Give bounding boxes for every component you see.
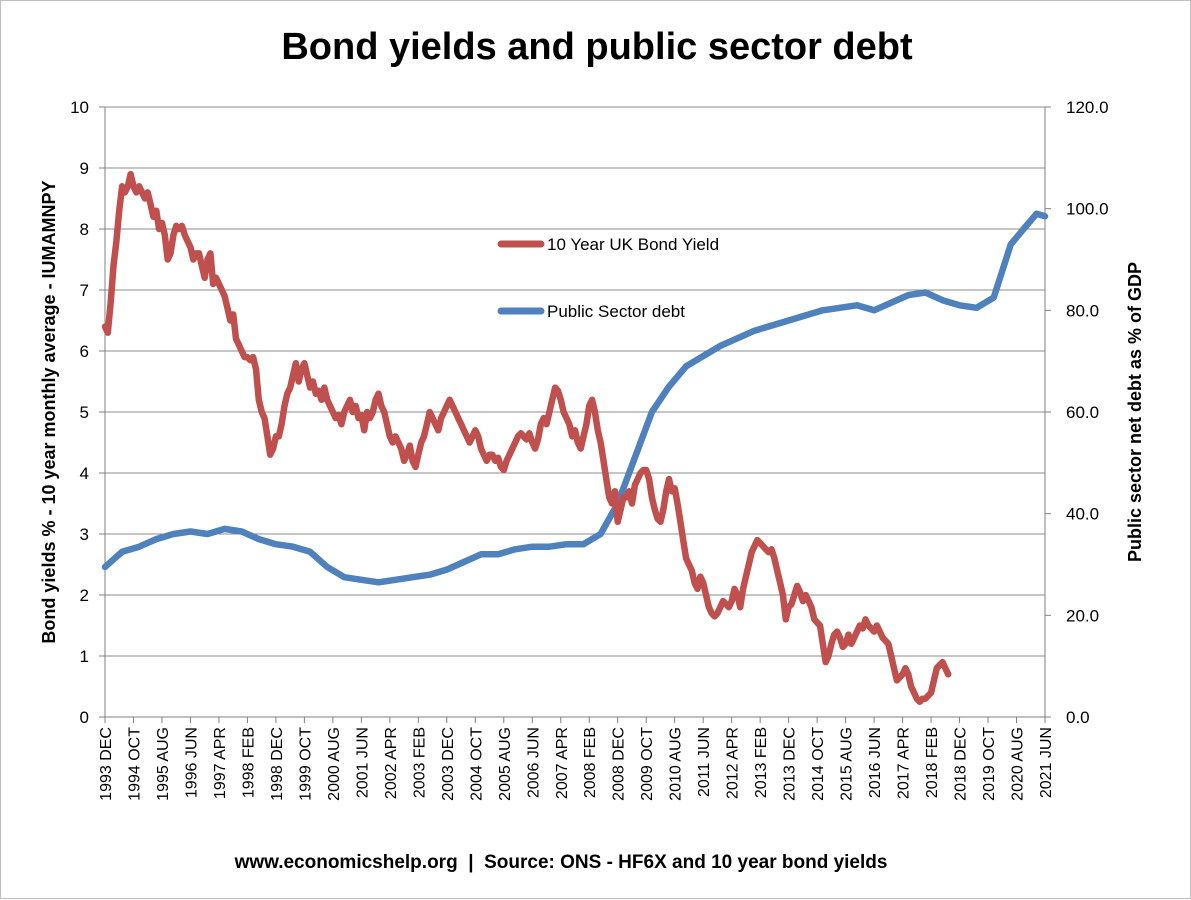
y-axis-ticks: 0 1 2 3 4 5 6 7 8 9 10 bbox=[70, 98, 105, 727]
x-tick-label: 2011 JUN bbox=[696, 727, 713, 797]
y2-tick-label: 20.0 bbox=[1066, 606, 1099, 625]
x-tick-label: 2018 FEB bbox=[924, 727, 941, 798]
x-tick-label: 1998 DEC bbox=[269, 727, 286, 801]
y-tick-label: 7 bbox=[80, 281, 89, 300]
y2-axis-label: Public sector net debt as % of GDP bbox=[1125, 262, 1145, 562]
x-tick-label: 1997 APR bbox=[212, 727, 229, 799]
y2-axis-ticks: 0.0 20.0 40.0 60.0 80.0 100.0 120.0 bbox=[1045, 98, 1109, 727]
y-tick-label: 0 bbox=[80, 708, 89, 727]
chart-title: Bond yields and public sector debt bbox=[281, 26, 913, 68]
legend-label-public-debt: Public Sector debt bbox=[547, 302, 685, 321]
x-tick-label: 2001 JUN bbox=[354, 727, 371, 798]
y-axis-label: Bond yields % - 10 year monthly average … bbox=[39, 180, 59, 643]
y-tick-label: 2 bbox=[80, 586, 89, 605]
x-tick-label: 2021 JUN bbox=[1038, 727, 1055, 798]
x-tick-label: 2012 APR bbox=[725, 727, 742, 799]
x-tick-label: 2020 AUG bbox=[1010, 727, 1027, 801]
x-tick-label: 2005 AUG bbox=[497, 727, 514, 801]
y2-tick-label: 80.0 bbox=[1066, 301, 1099, 320]
y-tick-label: 1 bbox=[80, 647, 89, 666]
y-tick-label: 4 bbox=[80, 464, 89, 483]
y2-tick-label: 100.0 bbox=[1066, 200, 1109, 219]
gridlines bbox=[105, 106, 1045, 657]
source-footer: www.economicshelp.org | Source: ONS - HF… bbox=[234, 852, 888, 873]
x-tick-label: 1993 DEC bbox=[98, 727, 115, 801]
x-tick-label: 2018 DEC bbox=[953, 727, 970, 801]
x-tick-label: 1999 OCT bbox=[297, 727, 314, 801]
y-tick-label: 8 bbox=[80, 220, 89, 239]
x-tick-label: 2007 APR bbox=[554, 727, 571, 799]
y-tick-label: 6 bbox=[80, 342, 89, 361]
y2-tick-label: 120.0 bbox=[1066, 98, 1109, 117]
series-lines bbox=[101, 170, 1049, 706]
x-tick-label: 2003 FEB bbox=[411, 727, 428, 798]
x-tick-label: 2015 AUG bbox=[839, 727, 856, 801]
legend-label-bond-yield: 10 Year UK Bond Yield bbox=[547, 235, 719, 254]
x-tick-label: 1996 JUN bbox=[183, 727, 200, 798]
series-line-public-debt bbox=[101, 210, 1049, 586]
y-tick-label: 3 bbox=[80, 525, 89, 544]
x-tick-label: 2000 AUG bbox=[326, 727, 343, 801]
x-tick-label: 2008 DEC bbox=[611, 727, 628, 801]
legend: 10 Year UK Bond Yield Public Sector debt bbox=[497, 235, 719, 321]
x-tick-label: 2014 OCT bbox=[810, 727, 827, 801]
x-axis-ticks: 1993 DEC 1994 OCT 1995 AUG 1996 JUN 1997 APR… bbox=[98, 717, 1055, 801]
x-tick-label: 2004 OCT bbox=[468, 727, 485, 801]
x-tick-label: 2013 DEC bbox=[782, 727, 799, 801]
y-tick-label: 10 bbox=[70, 98, 89, 117]
x-tick-label: 2009 OCT bbox=[639, 727, 656, 801]
y2-tick-label: 60.0 bbox=[1066, 403, 1099, 422]
x-tick-label: 2017 APR bbox=[896, 727, 913, 799]
series-line-bond-yield bbox=[101, 170, 952, 706]
x-tick-label: 2006 JUN bbox=[525, 727, 542, 798]
y-tick-label: 5 bbox=[80, 403, 89, 422]
x-tick-label: 2019 OCT bbox=[981, 727, 998, 801]
x-tick-label: 1998 FEB bbox=[240, 727, 257, 798]
x-tick-label: 2016 JUN bbox=[867, 727, 884, 798]
y-tick-label: 9 bbox=[80, 159, 89, 178]
x-tick-label: 2008 FEB bbox=[582, 727, 599, 798]
x-tick-label: 2003 DEC bbox=[440, 727, 457, 801]
y2-tick-label: 0.0 bbox=[1066, 708, 1090, 727]
x-tick-label: 1994 OCT bbox=[126, 727, 143, 801]
x-tick-label: 2010 AUG bbox=[668, 727, 685, 801]
x-tick-label: 1995 AUG bbox=[155, 727, 172, 801]
x-tick-label: 2013 FEB bbox=[753, 727, 770, 798]
x-tick-label: 2002 APR bbox=[383, 727, 400, 799]
y2-tick-label: 40.0 bbox=[1066, 505, 1099, 524]
